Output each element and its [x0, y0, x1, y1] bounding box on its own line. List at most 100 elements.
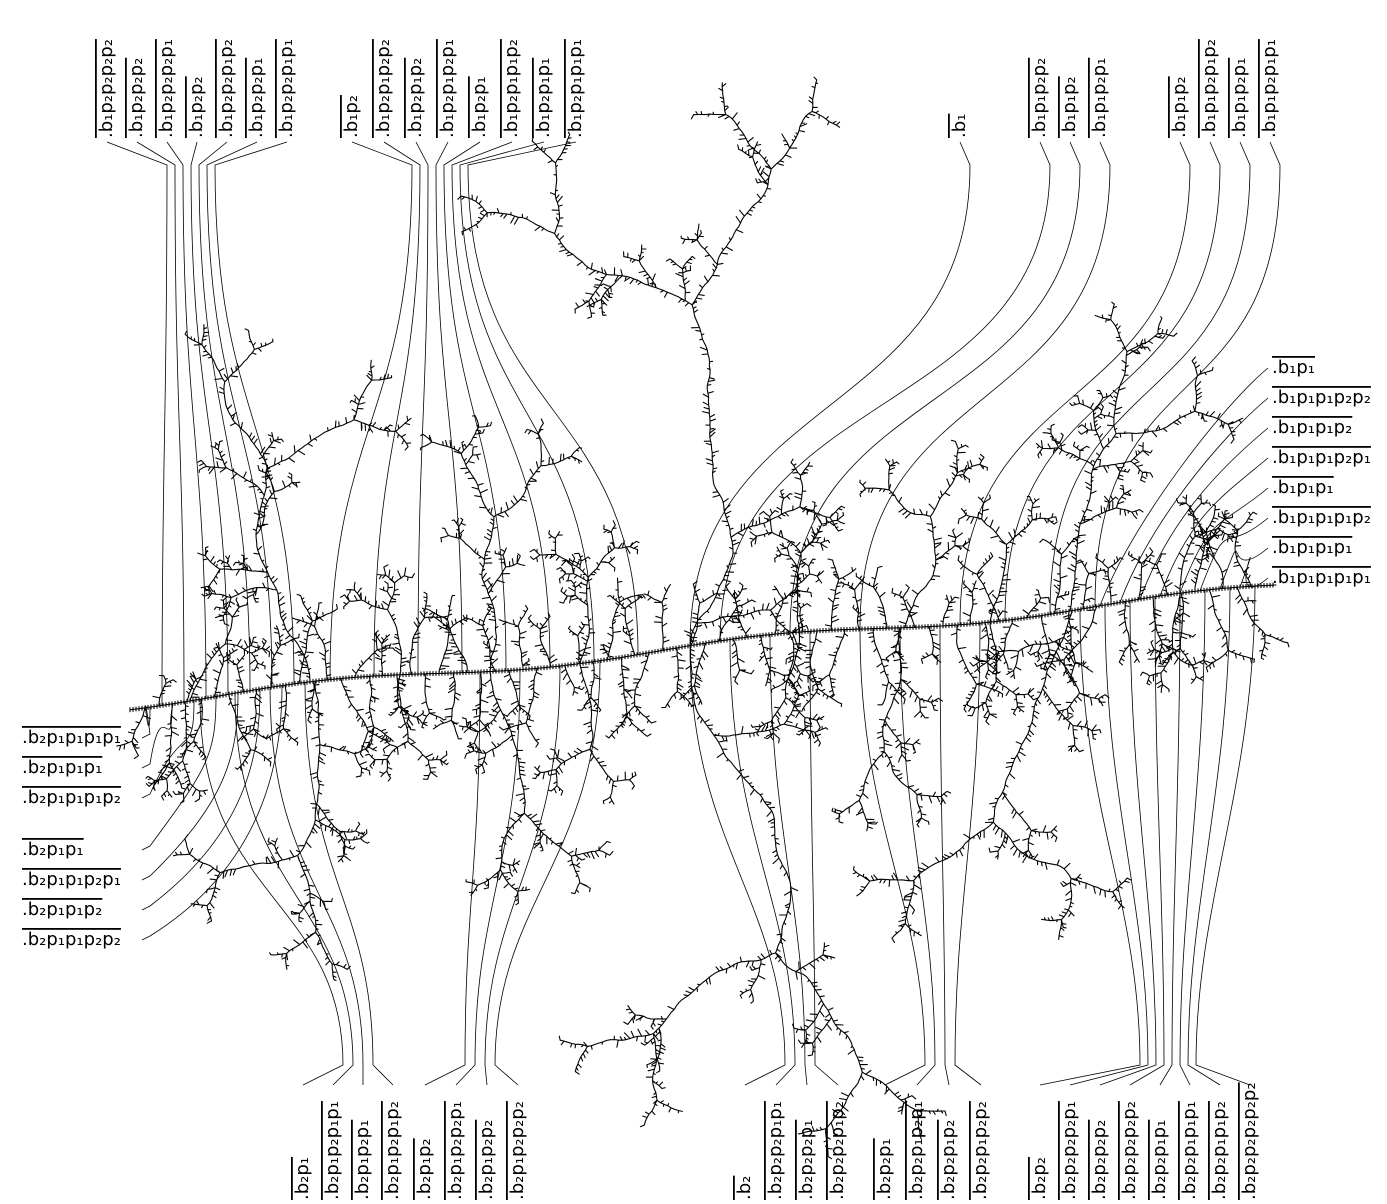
ray-label: .b₂p₂p₂p₂p₂p₂ — [1239, 1082, 1260, 1200]
ray-label: .b₂p₂p₁p₂p₂ — [970, 1101, 991, 1200]
external-ray — [689, 645, 786, 1086]
external-ray — [141, 700, 195, 799]
external-ray — [329, 141, 413, 680]
external-ray — [719, 141, 1051, 641]
ray-label: .b₁p₂p₂ — [186, 76, 207, 138]
ray-label: .b₂p₂p₁p₁p₂ — [1209, 1101, 1230, 1200]
external-ray — [1159, 593, 1181, 1086]
ray-label: .b₁p₂p₂p₂p₁ — [156, 39, 177, 138]
ray-label: .b₁p₁p₁p₁ — [1272, 537, 1352, 558]
julia-set — [116, 76, 1290, 1160]
external-ray — [141, 705, 151, 739]
ray-label: .b₁p₁p₂p₂ — [1029, 58, 1050, 138]
external-ray — [859, 629, 926, 1086]
ray-label: .b₂p₂p₂p₁p₂ — [827, 1101, 848, 1200]
external-ray — [451, 141, 551, 668]
external-ray — [141, 685, 283, 941]
external-ray — [206, 141, 273, 688]
ray-label: .b₂p₁ — [292, 1157, 313, 1200]
external-ray — [959, 141, 1191, 625]
external-ray — [954, 623, 982, 1086]
external-ray — [1094, 141, 1281, 607]
external-ray — [1195, 586, 1256, 1086]
ray-label: .b₂p₂p₂p₂p₂ — [1119, 1101, 1140, 1200]
ray-label: .b₁p₁p₂ — [1059, 76, 1080, 138]
external-ray — [689, 141, 971, 646]
ray-label: .b₂p₂p₁p₁p₁ — [1179, 1101, 1200, 1200]
external-ray — [198, 141, 251, 691]
ray-label: .b₁p₂p₂p₂ — [126, 58, 147, 138]
external-ray — [141, 703, 173, 769]
external-ray — [415, 141, 429, 675]
external-ray — [141, 689, 261, 911]
ray-label: .b₁p₂p₂p₁p₁ — [276, 39, 297, 138]
ray-label: .b₂p₂p₁p₂p₁ — [906, 1101, 927, 1200]
ray-label: .b₂p₂p₂p₁ — [796, 1120, 817, 1200]
ray-label: .b₁p₁p₂p₁p₂ — [1199, 39, 1220, 138]
ray-label: .b₁p₂ — [341, 95, 362, 138]
ray-label: .b₁p₂p₂p₁p₂ — [216, 39, 237, 138]
ray-label: .b₂p₂p₁p₁ — [1149, 1120, 1170, 1200]
ray-label: .b₁p₂p₁ — [469, 76, 490, 138]
external-ray — [859, 141, 1111, 630]
ray-label: .b₂p₂p₁p₂ — [938, 1120, 959, 1200]
external-ray — [1049, 141, 1251, 615]
ray-label: .b₁p₂p₁p₂p₂ — [373, 39, 394, 138]
external-ray — [455, 669, 521, 1086]
external-ray — [899, 627, 936, 1086]
external-ray — [199, 699, 344, 1086]
ray-label: .b₁p₁p₁p₂p₂ — [1272, 387, 1371, 408]
external-ray — [1099, 600, 1157, 1086]
ray-label: .b₂p₁p₂p₁ — [352, 1120, 373, 1200]
ray-label: .b₁p₂p₁p₂p₁ — [437, 39, 458, 138]
ray-label: .b₂p₁p₂p₁p₂ — [382, 1101, 403, 1200]
ray-label: .b₁p₂p₂p₁ — [246, 58, 267, 138]
ray-label: .b₂p₁p₁p₁p₂ — [22, 787, 121, 808]
external-ray — [809, 631, 839, 1086]
ray-label: .b₂p₂p₂p₂p₁ — [1059, 1101, 1080, 1200]
ray-label: .b₂p₁p₁p₂p₂ — [22, 929, 121, 950]
ray-label: .b₁ — [949, 114, 970, 138]
ray-label: .b₂p₁p₁ — [22, 839, 84, 860]
ray-label: .b₁p₁p₂p₁ — [1089, 58, 1110, 138]
external-ray — [106, 141, 168, 706]
external-ray — [494, 660, 601, 1086]
external-ray — [729, 639, 796, 1086]
ray-label: .b₁p₁p₁p₂ — [1272, 417, 1352, 438]
external-ray — [1139, 427, 1269, 600]
external-ray — [166, 141, 207, 699]
ray-label: .b₂p₂ — [1029, 1157, 1050, 1200]
external-ray — [234, 693, 354, 1086]
ray-label: .b₁p₁p₂p₁ — [1229, 58, 1250, 138]
external-ray — [1119, 397, 1269, 603]
external-ray — [141, 696, 217, 851]
ray-label: .b₂p₂p₂p₁p₁ — [765, 1101, 786, 1200]
external-ray — [484, 666, 561, 1086]
external-ray — [443, 141, 507, 671]
external-ray — [1219, 547, 1269, 589]
ray-label: .b₁p₂p₁p₂ — [405, 58, 426, 138]
external-ray — [373, 141, 421, 677]
external-ray — [269, 687, 364, 1085]
ray-label: .b₂p₁p₁p₂ — [22, 899, 102, 920]
ray-label: .b₁p₁p₁ — [1272, 477, 1334, 498]
external-ray — [1129, 596, 1165, 1086]
ray-label: .b₁p₁p₂ — [1169, 76, 1190, 138]
ray-label: .b₂p₁p₂p₁p₁ — [322, 1101, 343, 1200]
ray-label: .b₂p₁p₂p₂p₂ — [507, 1101, 528, 1200]
external-ray — [435, 141, 463, 673]
ray-label: .b₂p₁p₂ — [414, 1138, 435, 1200]
external-ray — [939, 626, 950, 1086]
ray-label: .b₁p₁p₁p₁p₁ — [1272, 567, 1371, 588]
ray-label: .b₂p₁p₂p₂ — [476, 1120, 497, 1200]
external-ray — [1004, 141, 1221, 621]
external-ray — [769, 634, 808, 1086]
external-ray — [424, 671, 481, 1086]
ray-label: .b₁p₂p₂p₂p₂ — [96, 39, 117, 138]
external-ray — [1187, 587, 1231, 1086]
external-ray — [467, 141, 639, 655]
external-ray — [1179, 487, 1269, 594]
ray-label: .b₂p₂p₂p₂ — [1089, 1120, 1110, 1200]
external-ray — [136, 141, 185, 702]
